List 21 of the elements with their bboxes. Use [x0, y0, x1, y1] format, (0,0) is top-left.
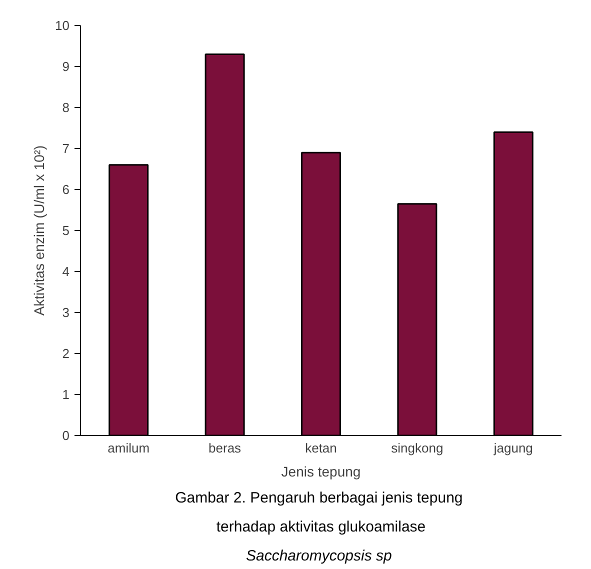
y-tick-label: 2	[62, 346, 70, 361]
x-tick-label: singkong	[391, 440, 444, 456]
y-axis-title: Aktivitas enzim (U/ml x 10²)	[31, 145, 48, 316]
x-axis-title: Jenis tepung	[281, 464, 361, 480]
y-tick-label: 0	[62, 428, 70, 443]
x-tick-label: beras	[208, 440, 242, 456]
x-tick-label: ketan	[305, 440, 337, 456]
y-tick-label: 10	[55, 18, 70, 33]
text: Gambar 2. Pengaruh berbagai jenis tepung	[175, 490, 463, 506]
y-tick-label: 5	[62, 223, 70, 238]
x-tick-label: jagung	[492, 440, 533, 456]
y-tick-label: 3	[62, 305, 70, 320]
y-tick-label: 9	[62, 59, 70, 74]
x-tick-label: amilum	[108, 440, 150, 456]
text: terhadap aktivitas glukoamilase	[216, 518, 426, 536]
y-tick-label: 4	[62, 264, 70, 279]
y-tick-label: 1	[62, 387, 70, 402]
y-tick-label: 8	[62, 100, 70, 115]
text: Saccharomycopsis sp	[246, 548, 392, 564]
y-tick-label: 7	[62, 141, 70, 156]
y-tick-label: 6	[62, 182, 70, 197]
